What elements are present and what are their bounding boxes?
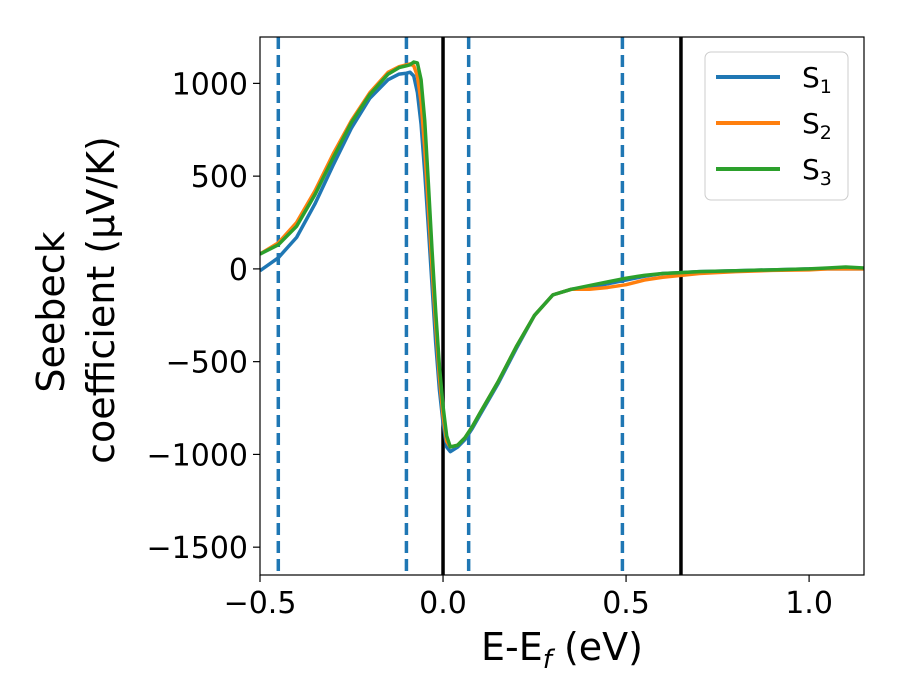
y-tick-label: 500 bbox=[191, 160, 248, 195]
x-tick-label: −0.5 bbox=[224, 586, 297, 621]
y-tick-label: −500 bbox=[166, 346, 248, 381]
y-tick-label: 1000 bbox=[172, 67, 248, 102]
reference-lines bbox=[276, 37, 683, 575]
legend: S1 S2 S3 bbox=[704, 51, 849, 201]
x-axis-label: E-Ef (eV) bbox=[481, 625, 643, 675]
y-axis-label-line2: coefficient (μV/K) bbox=[79, 136, 123, 464]
x-tick-label: 0.5 bbox=[602, 586, 650, 621]
y-axis: −1500 −1000 −500 0 500 1000 bbox=[147, 67, 260, 566]
y-tick-label: −1500 bbox=[147, 531, 248, 566]
x-tick-label: 0.0 bbox=[419, 586, 467, 621]
series-lines bbox=[260, 60, 864, 454]
legend-box bbox=[704, 51, 849, 201]
x-axis: −0.5 0.0 0.5 1.0 bbox=[224, 575, 833, 621]
legend-label-s1: S1 bbox=[802, 61, 832, 98]
y-axis-label-line1: Seebeck bbox=[29, 231, 73, 392]
y-tick-label: −1000 bbox=[147, 438, 248, 473]
plot-frame bbox=[259, 36, 865, 576]
legend-label-s2: S2 bbox=[802, 107, 832, 144]
x-tick-label: 1.0 bbox=[785, 586, 833, 621]
series-line-s3 bbox=[260, 60, 864, 449]
y-tick-label: 0 bbox=[229, 253, 248, 288]
legend-label-s3: S3 bbox=[802, 153, 832, 190]
